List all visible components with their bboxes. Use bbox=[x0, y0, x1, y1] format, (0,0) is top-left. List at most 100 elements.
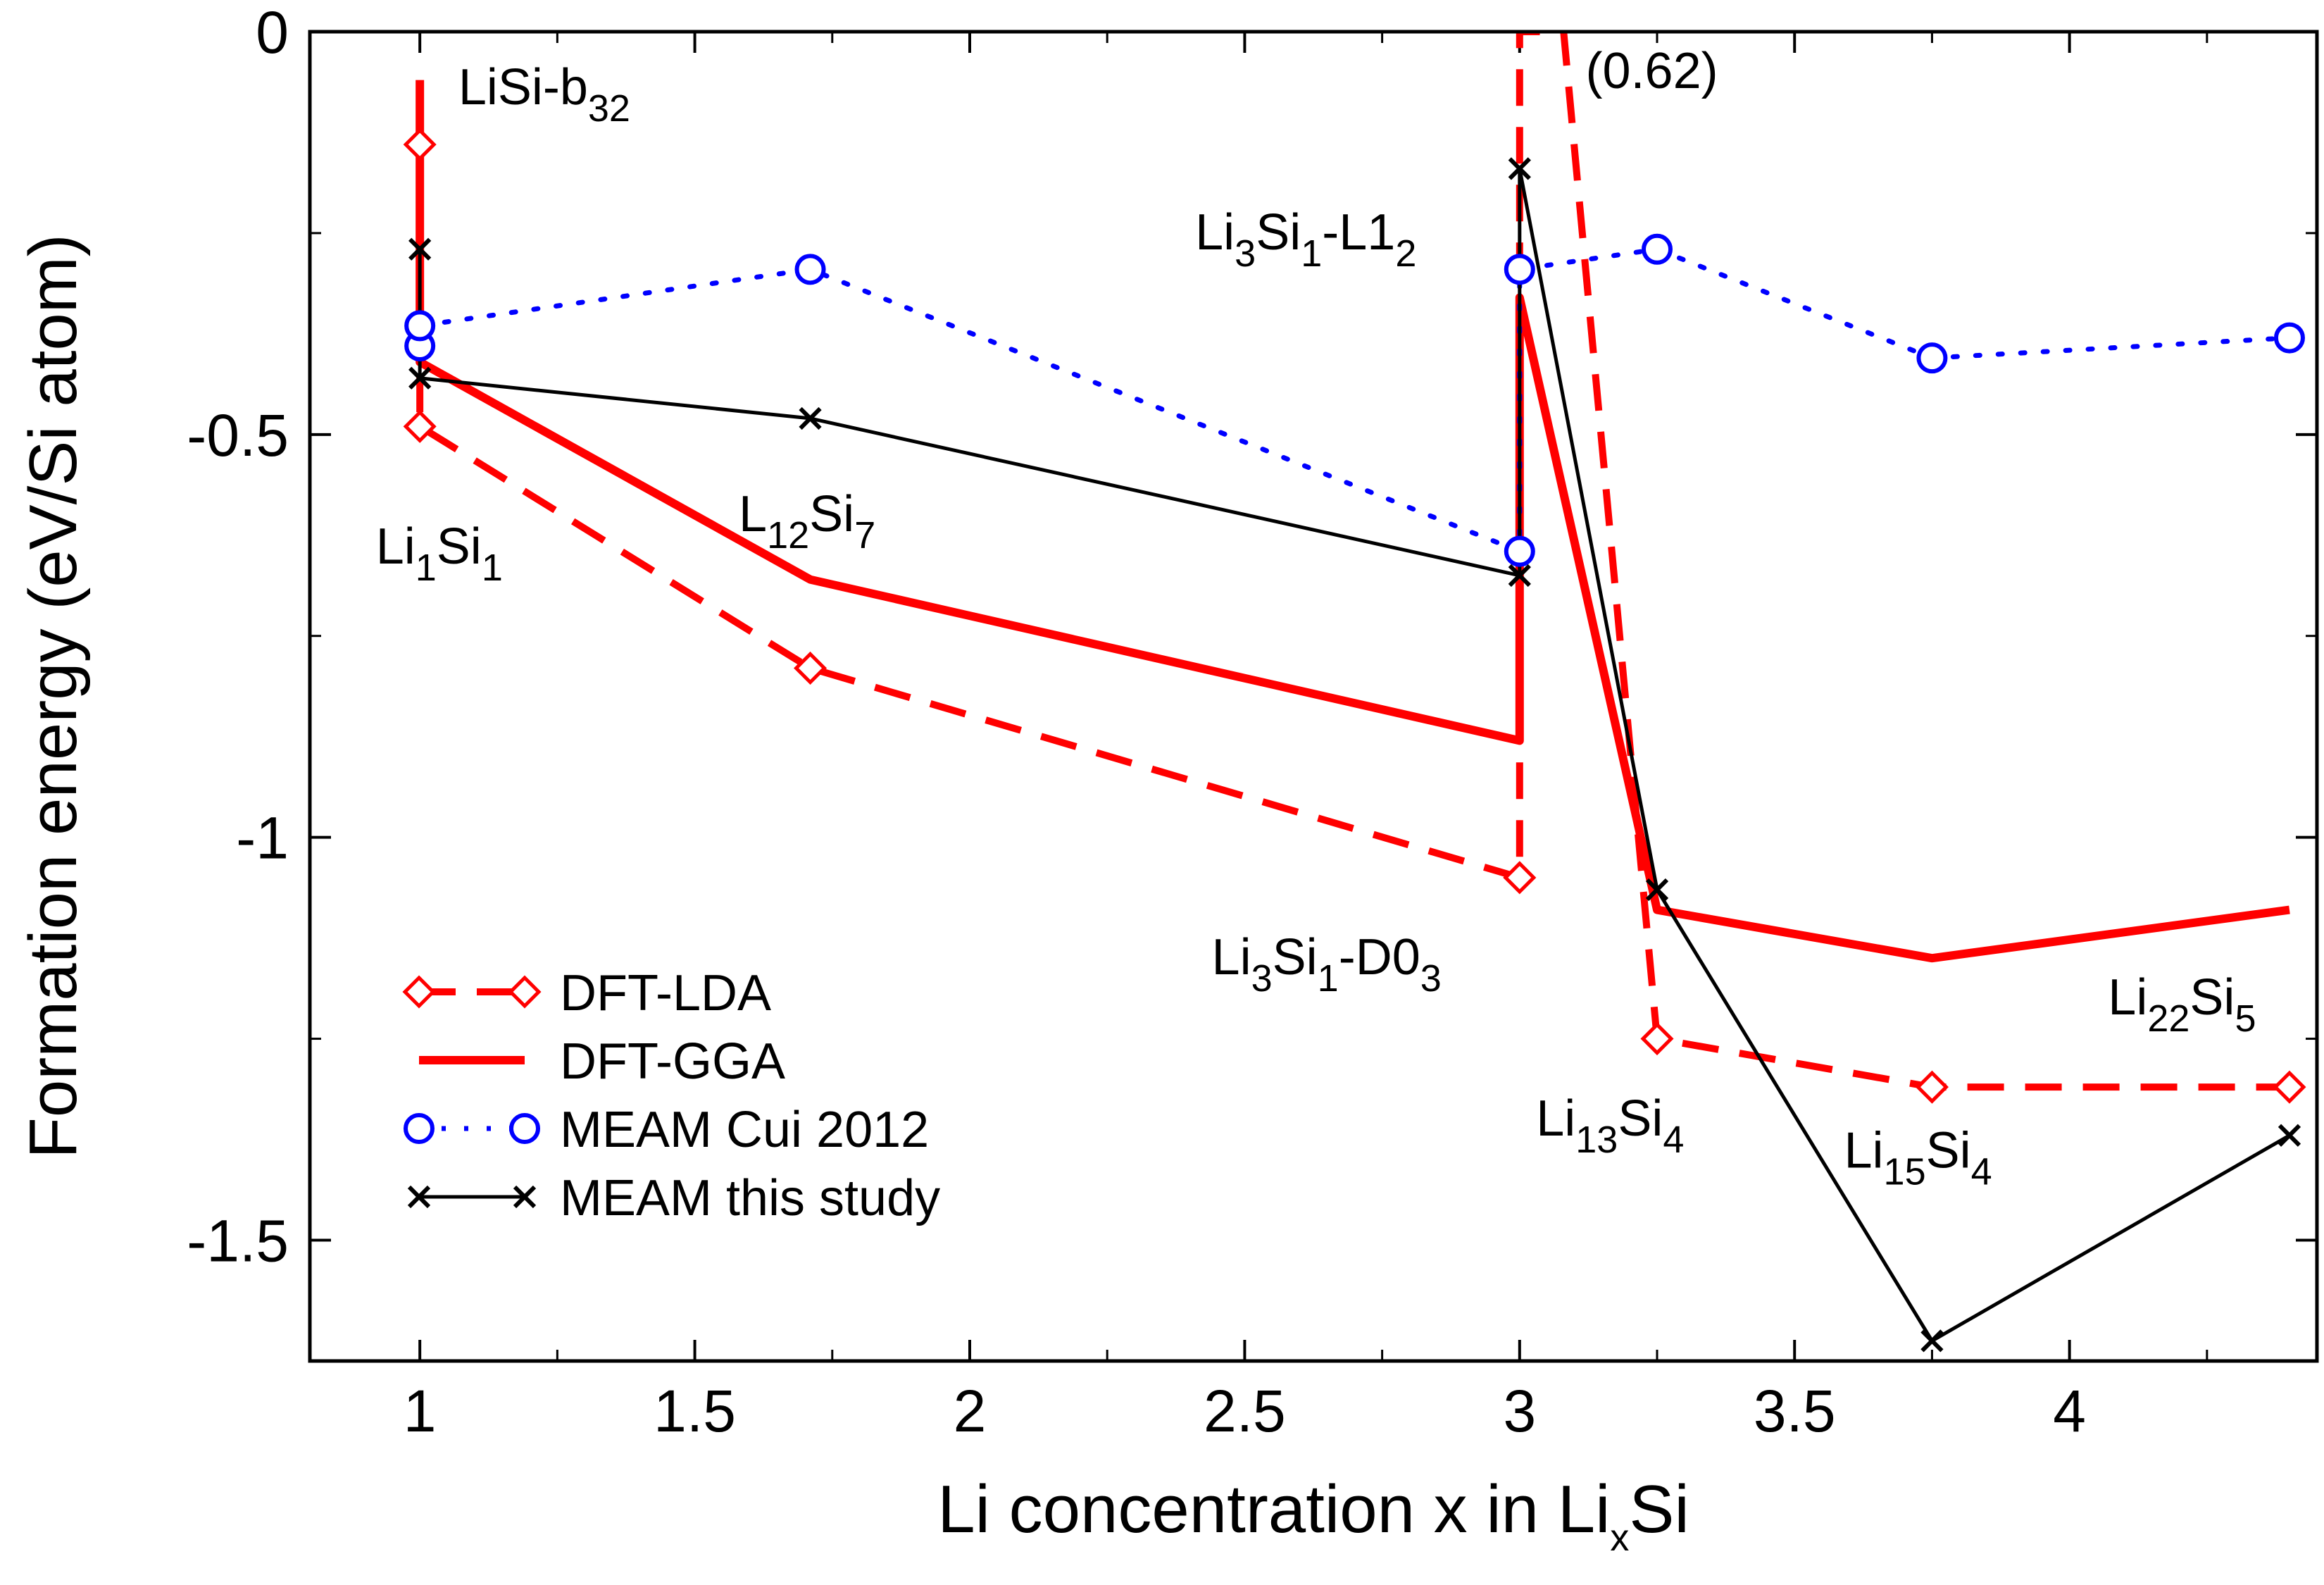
x-tick-label: 3.5 bbox=[1754, 1378, 1836, 1444]
marker-this-stroke-b bbox=[1920, 1329, 1944, 1353]
annotation-li3si1-l12: Li3Si1-L12 bbox=[1195, 204, 1416, 275]
marker-this bbox=[408, 237, 432, 261]
marker-this bbox=[1920, 1329, 1944, 1353]
marker-this-stroke-b bbox=[1645, 878, 1669, 902]
tick-labels: 1 1.5 2 2.5 3 3.5 4 0 -0.5 -1 -1.5 bbox=[187, 0, 2086, 1444]
annotation-subscript: 12 bbox=[767, 514, 809, 557]
y-axis-title: Formation energy (eV/Si atom) bbox=[15, 234, 91, 1159]
annotation-subscript: 1 bbox=[1301, 232, 1322, 275]
annotation-subscript: 1 bbox=[1318, 957, 1339, 1000]
x-tick-label: 3 bbox=[1503, 1378, 1536, 1444]
annotation-lda-offscale: (0.62) bbox=[1586, 43, 1718, 99]
legend-marker-cui bbox=[509, 1113, 540, 1144]
marker-lda bbox=[794, 651, 827, 685]
annotation-text: Li bbox=[1844, 1123, 1883, 1179]
marker-this bbox=[799, 406, 822, 430]
annotation-subscript: 32 bbox=[588, 87, 630, 130]
annotation-text: L bbox=[739, 486, 767, 542]
annotation-li15si4: Li15Si4 bbox=[1844, 1123, 1992, 1193]
x-tick-label: 1 bbox=[404, 1378, 437, 1444]
marker-this bbox=[2278, 1124, 2301, 1147]
marker-lda bbox=[1503, 861, 1537, 895]
marker-this-stroke-b bbox=[1508, 157, 1531, 180]
legend-marker-this bbox=[407, 1185, 431, 1209]
plot-series bbox=[416, 32, 2292, 1343]
x-tick-label: 2.5 bbox=[1204, 1378, 1286, 1444]
marker-this-stroke-b bbox=[1508, 564, 1531, 588]
marker-lda bbox=[403, 409, 437, 443]
annotation-subscript: 5 bbox=[2235, 997, 2256, 1040]
annotation-text: Si bbox=[2189, 969, 2235, 1026]
annotation-subscript: 7 bbox=[854, 514, 875, 557]
y-tick-label: -1 bbox=[236, 805, 289, 871]
x-tick-label: 1.5 bbox=[654, 1378, 736, 1444]
annotation-text: Si bbox=[437, 518, 482, 575]
marker-cui bbox=[2273, 322, 2305, 354]
marker-cui bbox=[794, 254, 826, 285]
annotation-text: Si bbox=[1926, 1123, 1971, 1179]
annotation-text: (0.62) bbox=[1586, 43, 1718, 99]
marker-cui bbox=[1642, 233, 1673, 265]
annotation-subscript: 4 bbox=[1663, 1119, 1684, 1161]
x-axis-title: Li concentration x in LixSi bbox=[937, 1472, 1689, 1559]
annotation-li13si4: Li13Si4 bbox=[1536, 1090, 1684, 1161]
legend-label-lda: DFT-LDA bbox=[560, 965, 771, 1021]
marker-lda bbox=[1915, 1070, 1949, 1104]
y-tick-label: 0 bbox=[256, 0, 289, 66]
annotation-l12si7: L12Si7 bbox=[739, 486, 875, 557]
x-axis-title-sub: x bbox=[1610, 1517, 1629, 1559]
plot-frame bbox=[308, 30, 2319, 1363]
marker-this bbox=[1508, 564, 1531, 588]
marker-this-stroke-b bbox=[2278, 1124, 2301, 1147]
y-tick-label: -0.5 bbox=[187, 402, 289, 468]
annotation-text: Si bbox=[809, 486, 854, 542]
annotation-text: Si bbox=[1618, 1090, 1663, 1147]
marker-this bbox=[408, 366, 432, 390]
annotation-subscript: 3 bbox=[1251, 957, 1273, 1000]
annotation-text: Li bbox=[2108, 969, 2147, 1026]
legend: DFT-LDA DFT-GGA MEAM Cui 2012 MEAM this stu… bbox=[402, 965, 940, 1226]
y-tick-label: -1.5 bbox=[187, 1207, 289, 1274]
legend-marker-this bbox=[513, 1185, 537, 1209]
annotation-text: -D0 bbox=[1339, 929, 1420, 986]
legend-marker-this-stroke-b bbox=[513, 1185, 537, 1209]
series-line-this bbox=[418, 166, 2291, 1343]
legend-label-cui: MEAM Cui 2012 bbox=[560, 1102, 929, 1158]
marker-cui bbox=[1916, 342, 1948, 374]
marker-lda bbox=[403, 128, 437, 161]
annotation-subscript: 3 bbox=[1235, 232, 1256, 275]
marker-lda bbox=[2273, 1070, 2306, 1104]
legend-marker-this-stroke-b bbox=[407, 1185, 431, 1209]
marker-cui bbox=[1504, 254, 1535, 285]
annotation-text: Si bbox=[1256, 204, 1301, 261]
annotation-subscript: 4 bbox=[1971, 1151, 1992, 1193]
annotation-subscript: 1 bbox=[416, 547, 437, 589]
legend-marker-lda bbox=[508, 975, 542, 1009]
marker-this-stroke-b bbox=[408, 237, 432, 261]
annotation-text: LiSi-b bbox=[458, 59, 588, 116]
annotation-text: Si bbox=[1273, 929, 1318, 986]
x-tick-label: 4 bbox=[2053, 1378, 2086, 1444]
annotation-text: -L1 bbox=[1322, 204, 1395, 261]
x-axis-title-tail: Si bbox=[1629, 1472, 1689, 1547]
marker-lda bbox=[1640, 1022, 1674, 1056]
series-line-lda bbox=[416, 32, 2289, 1091]
legend-label-this: MEAM this study bbox=[560, 1170, 940, 1226]
annotations: LiSi-b32Li1Si1L12Si7Li3Si1-L12Li3Si1-D03… bbox=[376, 43, 2256, 1193]
plot-markers bbox=[403, 128, 2306, 1353]
annotation-subscript: 2 bbox=[1395, 232, 1416, 275]
marker-cui bbox=[404, 310, 436, 342]
marker-this bbox=[1645, 878, 1669, 902]
x-axis-title-main: Li concentration x in Li bbox=[937, 1472, 1610, 1547]
legend-marker-cui bbox=[404, 1113, 435, 1144]
x-tick-label: 2 bbox=[954, 1378, 987, 1444]
annotation-subscript: 22 bbox=[2147, 997, 2189, 1040]
annotation-text: Li bbox=[1195, 204, 1235, 261]
marker-this-stroke-b bbox=[408, 366, 432, 390]
annotation-subscript: 15 bbox=[1884, 1151, 1926, 1193]
annotation-subscript: 1 bbox=[482, 547, 503, 589]
marker-this-stroke-b bbox=[799, 406, 822, 430]
annotation-li22si5: Li22Si5 bbox=[2108, 969, 2256, 1040]
